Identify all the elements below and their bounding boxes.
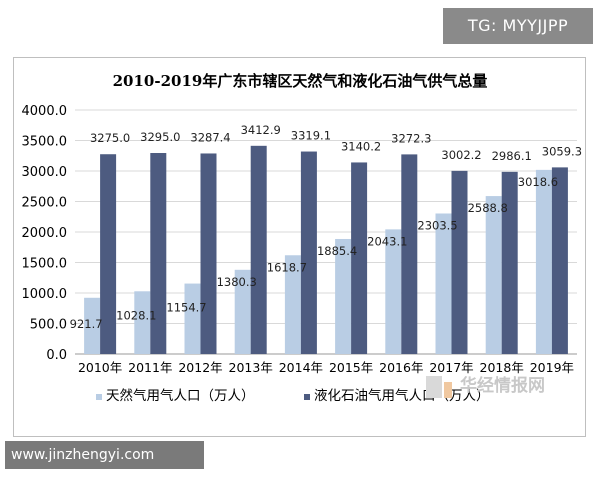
y-axis-ticks: 0.0 500.0 1000.0 1500.0 2000.0 2500.0 3000.0 35… <box>22 104 68 363</box>
y-tick-label: 1000.0 <box>22 287 68 302</box>
y-tick-label: 1500.0 <box>22 257 68 272</box>
data-label: 3272.3 <box>391 131 431 145</box>
x-tick-label: 2017年 <box>429 360 473 375</box>
y-tick-label: 3500.0 <box>22 135 68 150</box>
x-tick-label: 2011年 <box>128 360 172 375</box>
x-axis-ticks: 2010年 2011年 2012年 2013年 2014年 2015年 2016年 2017年… <box>78 360 574 375</box>
bar-natural-gas <box>284 255 301 354</box>
data-labels: 921.7 3275.0 1028.1 3295.0 1154.7 3287.4 1380.… <box>70 123 582 331</box>
bar-natural-gas <box>335 238 352 354</box>
y-tick-label: 4000.0 <box>22 104 68 119</box>
y-tick-label: 2000.0 <box>22 226 68 241</box>
y-tick-label: 2500.0 <box>22 196 68 211</box>
data-label: 3140.2 <box>341 139 381 153</box>
data-label: 1028.1 <box>116 308 156 322</box>
data-label: 2986.1 <box>492 149 532 163</box>
bar-lpg <box>150 153 167 354</box>
x-tick-label: 2019年 <box>530 360 574 375</box>
data-label: 921.7 <box>70 317 103 331</box>
chart-title: 2010-2019年广东市辖区天然气和液化石油气供气总量 <box>113 72 488 90</box>
data-label: 3002.2 <box>441 148 481 162</box>
data-label: 1154.7 <box>166 301 206 315</box>
data-label: 3412.9 <box>241 123 281 137</box>
bar-lpg <box>250 145 267 354</box>
x-tick-label: 2016年 <box>379 360 423 375</box>
bars <box>84 145 568 354</box>
watermark-logo-bar <box>444 382 452 398</box>
watermark: 华经情报网 <box>426 375 545 398</box>
legend-swatch <box>96 394 102 400</box>
x-tick-label: 2013年 <box>229 360 273 375</box>
x-tick-label: 2010年 <box>78 360 122 375</box>
bar-lpg <box>451 170 468 354</box>
data-label: 1885.4 <box>317 244 357 258</box>
data-label: 2043.1 <box>367 234 407 248</box>
data-label: 1380.3 <box>217 275 257 289</box>
data-label: 1618.7 <box>267 260 307 274</box>
x-tick-label: 2012年 <box>178 360 222 375</box>
tg-tag: TG: MYYJJPP <box>443 8 593 44</box>
x-tick-label: 2018年 <box>480 360 524 375</box>
bar-natural-gas <box>485 196 502 354</box>
bar-natural-gas <box>134 291 151 354</box>
bar-lpg <box>100 154 117 354</box>
bar-natural-gas <box>535 169 552 354</box>
chart-frame: 2010-2019年广东市辖区天然气和液化石油气供气总量 0.0 500.0 100… <box>13 57 586 437</box>
bar-chart: 2010-2019年广东市辖区天然气和液化石油气供气总量 0.0 500.0 100… <box>22 72 583 404</box>
data-label: 3287.4 <box>190 130 230 144</box>
x-tick-label: 2015年 <box>329 360 373 375</box>
bar-lpg <box>351 162 368 354</box>
watermark-logo-icon <box>426 376 442 398</box>
y-tick-label: 3000.0 <box>22 165 68 180</box>
watermark-text: 华经情报网 <box>460 375 545 396</box>
bar-lpg <box>551 167 568 354</box>
legend-label: 天然气用气人口（万人） <box>106 387 255 404</box>
bar-lpg <box>501 171 518 354</box>
bar-lpg <box>300 151 317 354</box>
data-label: 3018.6 <box>518 175 558 189</box>
x-tick-label: 2014年 <box>279 360 323 375</box>
y-tick-label: 500.0 <box>30 318 67 333</box>
bar-natural-gas <box>435 213 452 354</box>
bar-lpg <box>200 153 217 354</box>
legend-swatch <box>304 394 310 400</box>
data-label: 3275.0 <box>90 131 130 145</box>
bar-natural-gas <box>234 269 251 354</box>
data-label: 3295.0 <box>140 130 180 144</box>
bar-lpg <box>401 154 418 354</box>
data-label: 2303.5 <box>417 218 457 232</box>
bar-natural-gas <box>84 297 101 354</box>
bar-natural-gas <box>385 229 402 354</box>
url-tag: www.jinzhengyi.com <box>5 441 204 469</box>
data-label: 3319.1 <box>291 129 331 143</box>
data-label: 2588.8 <box>468 201 508 215</box>
y-tick-label: 0.0 <box>46 348 67 363</box>
data-label: 3059.3 <box>542 144 582 158</box>
bar-natural-gas <box>184 283 201 354</box>
